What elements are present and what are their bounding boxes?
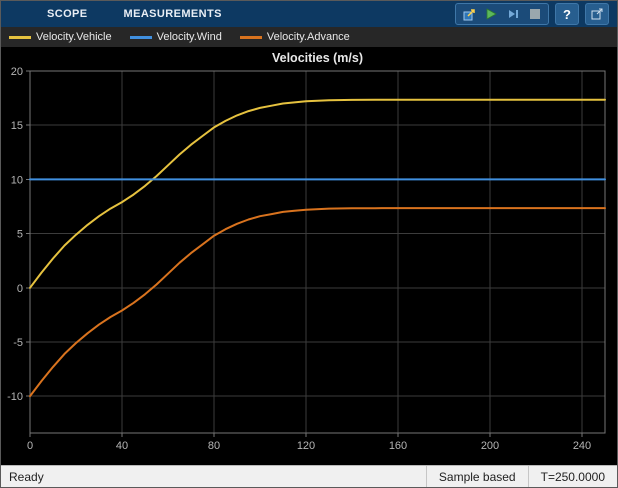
run-button[interactable] (480, 4, 502, 24)
stop-button[interactable] (524, 4, 546, 24)
status-sample-mode: Sample based (425, 466, 528, 487)
tab-scope[interactable]: SCOPE (47, 8, 88, 20)
highlight-simulink-block-button[interactable] (458, 4, 480, 24)
legend: Velocity.Vehicle Velocity.Wind Velocity.Ad… (1, 27, 617, 47)
toolbar-buttons: ? (455, 3, 609, 25)
series-line[interactable] (29, 98, 606, 289)
chart-canvas[interactable]: 0 40 80 120 160 200 240 -10 -5 0 5 10 15 20 Velocities… (1, 47, 617, 465)
toolbar-tabs: SCOPE MEASUREMENTS (29, 1, 240, 27)
step-forward-icon (509, 10, 518, 18)
legend-label: Velocity.Advance (266, 31, 350, 43)
legend-swatch (9, 35, 31, 39)
legend-swatch (129, 35, 152, 39)
legend-item[interactable]: Velocity.Wind (129, 31, 222, 43)
x-tick-label: 120 (297, 440, 315, 452)
x-tick-label: 160 (389, 440, 407, 452)
x-tick-label: 200 (481, 440, 499, 452)
step-forward-button[interactable] (502, 4, 524, 24)
status-sim-time: T=250.0000 (527, 466, 617, 487)
status-right: Sample based T=250.0000 (425, 466, 617, 487)
toolbar: SCOPE MEASUREMENTS (1, 1, 617, 27)
x-tick-label: 0 (27, 440, 33, 452)
x-tick-label: 80 (208, 440, 220, 452)
legend-label: Velocity.Vehicle (36, 31, 112, 43)
legend-item[interactable]: Velocity.Advance (239, 31, 350, 43)
axes-box (29, 70, 606, 434)
y-tick-label: 20 (11, 66, 23, 78)
y-tick-label: 5 (17, 229, 23, 241)
status-ready: Ready (9, 469, 44, 484)
status-bar: Ready Sample based T=250.0000 (1, 465, 617, 487)
y-tick-label: 10 (11, 174, 23, 186)
y-tick-label: -5 (13, 337, 23, 349)
legend-swatch (239, 35, 262, 39)
series-line[interactable] (29, 207, 606, 398)
dock-button[interactable] (585, 3, 609, 25)
simulation-button-group (455, 3, 549, 25)
x-tick-label: 40 (116, 440, 128, 452)
help-icon: ? (563, 6, 571, 22)
y-tick-label: 15 (11, 120, 23, 132)
dock-icon (591, 8, 603, 20)
y-tick-label: -10 (7, 391, 23, 403)
legend-item[interactable]: Velocity.Vehicle (9, 31, 112, 43)
run-icon (486, 8, 497, 20)
help-button[interactable]: ? (555, 3, 579, 25)
x-tick-label: 240 (573, 440, 591, 452)
chart-title: Velocities (m/s) (272, 51, 363, 65)
y-tick-label: 0 (17, 283, 23, 295)
stop-icon (530, 9, 540, 19)
highlight-simulink-block-icon (463, 8, 475, 20)
legend-label: Velocity.Wind (156, 31, 222, 43)
velocity-chart[interactable]: 0 40 80 120 160 200 240 -10 -5 0 5 10 15 20 Velocities… (1, 47, 617, 465)
tab-measurements[interactable]: MEASUREMENTS (123, 8, 222, 20)
